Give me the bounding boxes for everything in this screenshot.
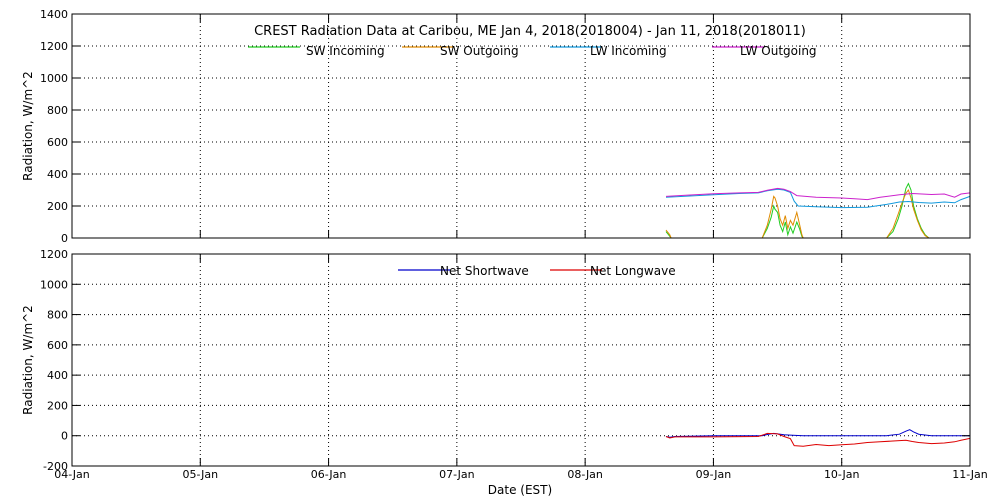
top-panel-frame <box>71 13 971 239</box>
series-line-net-sw <box>665 429 970 438</box>
x-tick-label: 04-Jan <box>54 468 90 481</box>
y-tick-label: 200 <box>47 200 68 213</box>
x-tick-label: 05-Jan <box>183 468 219 481</box>
bottom-panel-grid <box>72 254 970 466</box>
x-tick-label: 10-Jan <box>824 468 860 481</box>
y-tick-label: 600 <box>47 339 68 352</box>
top-panel: 0 200 400 600 800 1000 1200 1400 CREST Radiatio… <box>21 8 971 245</box>
series-line-sw-in <box>761 204 804 239</box>
bottom-panel-frame <box>71 253 971 467</box>
bottom-panel-y-ticks: -200 0 200 400 600 800 1000 1200 <box>40 248 970 473</box>
series-line-net-lw <box>665 432 971 447</box>
top-panel-series <box>665 182 971 239</box>
x-axis-title: Date (EST) <box>488 483 552 497</box>
x-tick-label: 08-Jan <box>567 468 603 481</box>
y-tick-label: 600 <box>47 136 68 149</box>
series-line-sw-out <box>761 195 804 239</box>
legend-label-net-longwave: Net Longwave <box>590 264 676 278</box>
x-tick-label: 11-Jan <box>952 468 988 481</box>
y-tick-label: 400 <box>47 168 68 181</box>
series-line-lw-out <box>665 187 971 201</box>
y-tick-label: -200 <box>43 460 68 473</box>
legend-label-lw-outgoing: LW Outgoing <box>740 44 817 58</box>
y-tick-label: 1200 <box>40 248 68 261</box>
legend-label-sw-incoming: SW Incoming <box>306 44 385 58</box>
x-tick-label: 09-Jan <box>696 468 732 481</box>
bottom-panel-legend: Net Shortwave Net Longwave <box>398 264 676 278</box>
top-panel-y-axis-title: Radiation, W/m^2 <box>21 71 35 181</box>
series-line-sw-out <box>665 229 672 239</box>
y-tick-label: 1400 <box>40 8 68 21</box>
bottom-panel-y-axis-title: Radiation, W/m^2 <box>21 305 35 415</box>
y-tick-label: 0 <box>61 430 68 443</box>
top-panel-x-ticks <box>71 14 971 238</box>
series-line-lw-in <box>665 188 971 209</box>
chart-title: CREST Radiation Data at Caribou, ME Jan … <box>254 24 806 39</box>
top-panel-grid <box>72 14 970 238</box>
series-line-sw-in <box>886 182 930 239</box>
x-tick-label: 06-Jan <box>311 468 347 481</box>
y-tick-label: 400 <box>47 369 68 382</box>
y-tick-label: 1000 <box>40 278 68 291</box>
y-tick-label: 800 <box>47 104 68 117</box>
legend-label-net-shortwave: Net Shortwave <box>440 264 529 278</box>
bottom-panel: -200 0 200 400 600 800 1000 1200 04-Jan 05-Jan 06… <box>21 248 988 497</box>
y-tick-label: 800 <box>47 309 68 322</box>
y-tick-label: 200 <box>47 399 68 412</box>
bottom-panel-x-ticks: 04-Jan 05-Jan 06-Jan 07-Jan 08-Jan 09-Jan 10-J… <box>54 254 988 481</box>
legend-label-sw-outgoing: SW Outgoing <box>440 44 519 58</box>
bottom-panel-series <box>665 429 971 447</box>
top-panel-y-ticks: 0 200 400 600 800 1000 1200 1400 <box>40 8 970 245</box>
y-tick-label: 1000 <box>40 72 68 85</box>
top-panel-legend: SW Incoming SW Outgoing LW Incoming LW O… <box>248 44 817 58</box>
legend-label-lw-incoming: LW Incoming <box>590 44 667 58</box>
y-tick-label: 0 <box>61 232 68 245</box>
y-tick-label: 1200 <box>40 40 68 53</box>
x-tick-label: 07-Jan <box>439 468 475 481</box>
